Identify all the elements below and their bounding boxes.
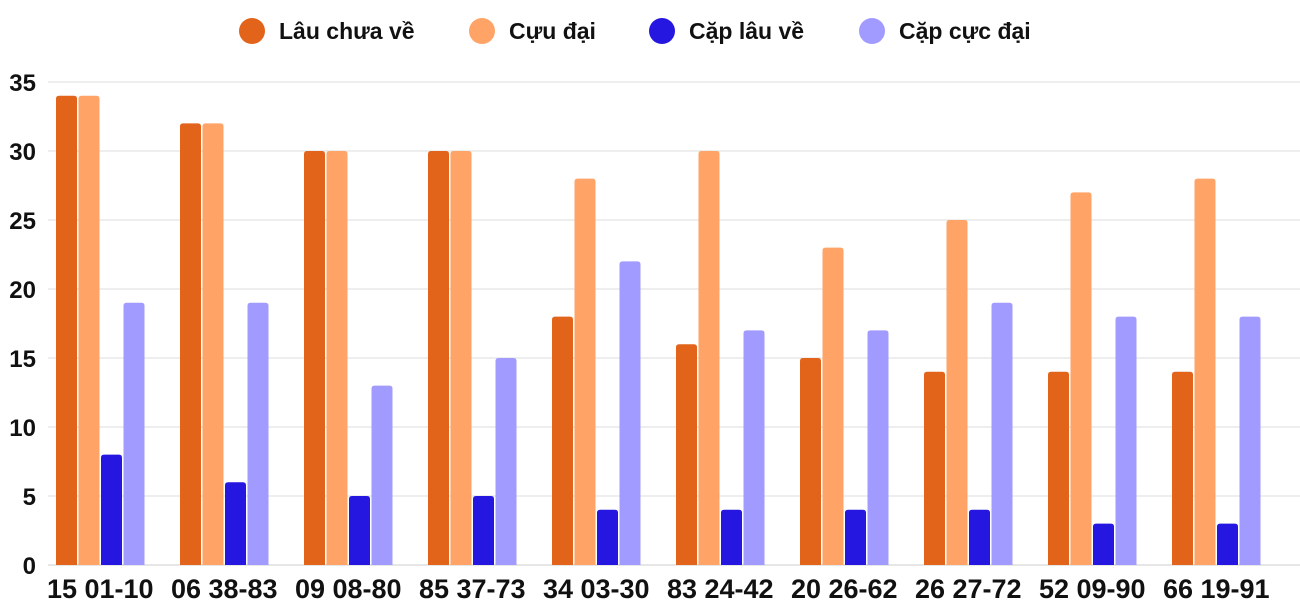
bar-cap-lau-ve xyxy=(969,509,990,565)
x-tick-label: 20 26-62 xyxy=(791,574,898,600)
bar-lau-chua-ve xyxy=(56,95,77,566)
x-tick-label: 06 38-83 xyxy=(171,574,278,600)
y-tick-label: 30 xyxy=(9,139,36,166)
bar-lau-chua-ve xyxy=(676,344,697,565)
bar-cap-cuc-dai xyxy=(123,302,145,565)
y-axis: 0 5 10 15 20 25 30 35 xyxy=(9,70,36,580)
x-tick-label: 15 01-10 xyxy=(47,574,154,600)
bar-lau-chua-ve xyxy=(1172,371,1193,565)
legend-item-cap-cuc-dai: Cặp cực đại xyxy=(859,18,1031,44)
y-tick-label: 35 xyxy=(9,70,36,97)
bar-cuu-dai xyxy=(574,178,596,565)
bar-cuu-dai xyxy=(698,151,720,565)
legend: Lâu chưa về Cựu đại Cặp lâu về Cặp cực đại xyxy=(239,18,1031,44)
x-tick-label: 83 24-42 xyxy=(667,574,774,600)
legend-item-cuu-dai: Cựu đại xyxy=(469,18,596,44)
y-tick-label: 10 xyxy=(9,415,36,442)
bar-cap-cuc-dai xyxy=(371,385,393,565)
legend-swatch xyxy=(859,18,885,44)
legend-label: Cặp lâu về xyxy=(689,18,804,44)
y-tick-label: 15 xyxy=(9,346,36,373)
x-tick-label: 34 03-30 xyxy=(543,574,650,600)
bar-cap-cuc-dai xyxy=(247,302,269,565)
y-tick-label: 20 xyxy=(9,277,36,304)
x-tick-label: 09 08-80 xyxy=(295,574,402,600)
bar-cap-lau-ve xyxy=(473,496,494,565)
bar-cap-lau-ve xyxy=(225,482,246,565)
bar-cap-lau-ve xyxy=(1093,523,1114,565)
y-tick-label: 0 xyxy=(23,553,36,580)
x-tick-label: 52 09-90 xyxy=(1039,574,1146,600)
legend-item-lau-chua-ve: Lâu chưa về xyxy=(239,18,415,44)
bar-cap-lau-ve xyxy=(721,509,742,565)
x-axis: 15 01-10 06 38-83 09 08-80 85 37-73 34 03-30… xyxy=(47,574,1270,600)
bar-cap-lau-ve xyxy=(349,496,370,565)
bar-cap-cuc-dai xyxy=(495,358,517,565)
bar-cap-cuc-dai xyxy=(1115,316,1137,565)
bar-cuu-dai xyxy=(1194,178,1216,565)
legend-swatch xyxy=(469,18,495,44)
bar-cap-cuc-dai xyxy=(991,302,1013,565)
legend-label: Cặp cực đại xyxy=(899,18,1031,44)
bar-cuu-dai xyxy=(450,151,472,565)
bar-cuu-dai xyxy=(78,95,100,566)
bar-lau-chua-ve xyxy=(428,151,449,565)
x-tick-label: 85 37-73 xyxy=(419,574,526,600)
y-tick-label: 25 xyxy=(9,208,36,235)
bar-cap-cuc-dai xyxy=(619,261,641,565)
legend-swatch xyxy=(649,18,675,44)
bar-lau-chua-ve xyxy=(180,123,201,566)
bar-lau-chua-ve xyxy=(924,371,945,565)
x-tick-label: 66 19-91 xyxy=(1163,574,1270,600)
bar-cuu-dai xyxy=(202,123,224,566)
bar-lau-chua-ve xyxy=(552,316,573,565)
bar-cuu-dai xyxy=(822,247,844,565)
bar-cap-lau-ve xyxy=(1217,523,1238,565)
bar-cuu-dai xyxy=(946,220,968,565)
y-tick-label: 5 xyxy=(23,484,36,511)
bar-cap-lau-ve xyxy=(101,454,122,565)
bar-lau-chua-ve xyxy=(800,358,821,565)
bar-cap-lau-ve xyxy=(845,509,866,565)
legend-item-cap-lau-ve: Cặp lâu về xyxy=(649,18,804,44)
bar-cuu-dai xyxy=(1070,192,1092,565)
legend-label: Cựu đại xyxy=(509,18,596,44)
bar-lau-chua-ve xyxy=(1048,371,1069,565)
bar-cap-cuc-dai xyxy=(1239,316,1261,565)
legend-swatch xyxy=(239,18,265,44)
bar-cap-cuc-dai xyxy=(743,330,765,565)
bar-cuu-dai xyxy=(326,151,348,565)
bar-cap-cuc-dai xyxy=(867,330,889,565)
legend-label: Lâu chưa về xyxy=(279,18,415,44)
bar-lau-chua-ve xyxy=(304,151,325,565)
bars xyxy=(56,95,1261,566)
bar-cap-lau-ve xyxy=(597,509,618,565)
x-tick-label: 26 27-72 xyxy=(915,574,1022,600)
